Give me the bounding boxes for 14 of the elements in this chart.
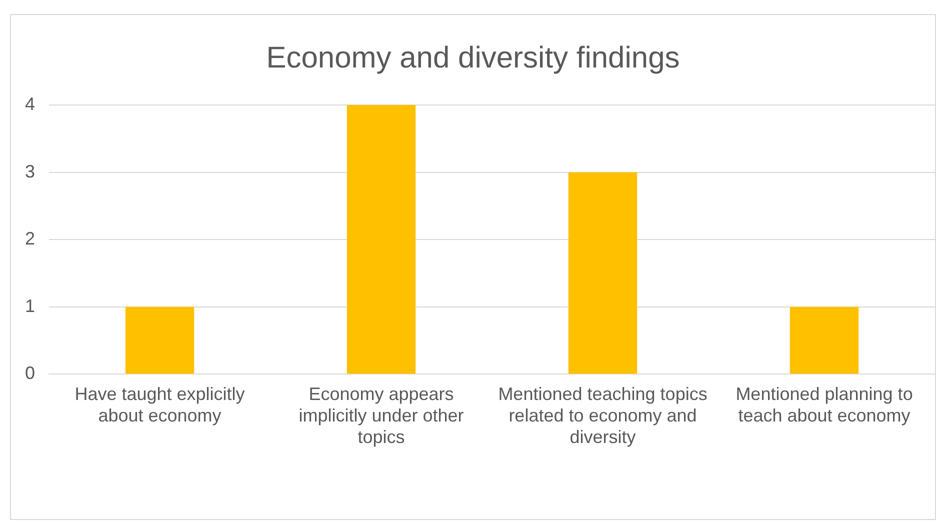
y-tick-label: 2 (24, 228, 36, 249)
y-tick-label: 3 (24, 161, 36, 182)
bar (568, 172, 638, 374)
y-tick-label: 1 (24, 296, 36, 316)
y-tick-label: 4 (24, 94, 36, 114)
bar (790, 306, 859, 374)
x-tick-label: Mentioned planning to teach about economy (736, 384, 913, 426)
bar (346, 105, 416, 374)
y-tick-label: 0 (24, 363, 36, 384)
x-tick-label: Economy appears implicitly under other topics (298, 384, 464, 448)
x-tick-label: Mentioned teaching topics related to economy and diversity (498, 384, 708, 448)
x-tick-label: Have taught explicitly about economy (74, 384, 245, 426)
chart-title: Economy and diversity findings (266, 41, 680, 74)
bar (125, 306, 194, 374)
